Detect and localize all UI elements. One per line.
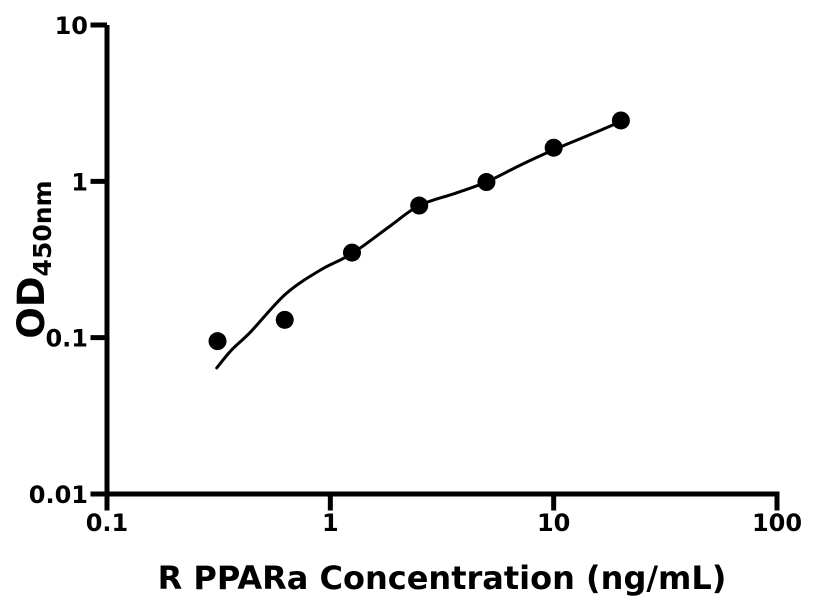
axes: [104, 25, 780, 497]
y-tick-label: 1: [71, 168, 88, 196]
y-tick-label: 0.01: [29, 481, 88, 509]
data-point: [544, 138, 563, 157]
x-axis-title: R PPARa Concentration (ng/mL): [158, 559, 727, 597]
y-axis-title-base: OD: [10, 276, 53, 338]
y-tick-label: 10: [55, 12, 88, 40]
data-point: [208, 332, 227, 351]
data-point: [275, 310, 294, 329]
data-point: [342, 243, 361, 262]
data-series: [208, 111, 630, 370]
data-point: [477, 173, 496, 192]
x-tick-label: 0.1: [86, 509, 129, 537]
y-axis-title-subscript: 450nm: [28, 180, 57, 276]
x-tick-label: 1: [322, 509, 339, 537]
y-axis-title: OD450nm: [10, 180, 57, 338]
data-point: [410, 196, 429, 215]
x-tick-label: 100: [752, 509, 802, 537]
axis-ticks: [90, 22, 780, 511]
x-tick-label: 10: [537, 509, 570, 537]
data-point: [611, 111, 630, 130]
fit-curve: [215, 118, 625, 370]
y-tick-label: 0.1: [45, 325, 88, 353]
